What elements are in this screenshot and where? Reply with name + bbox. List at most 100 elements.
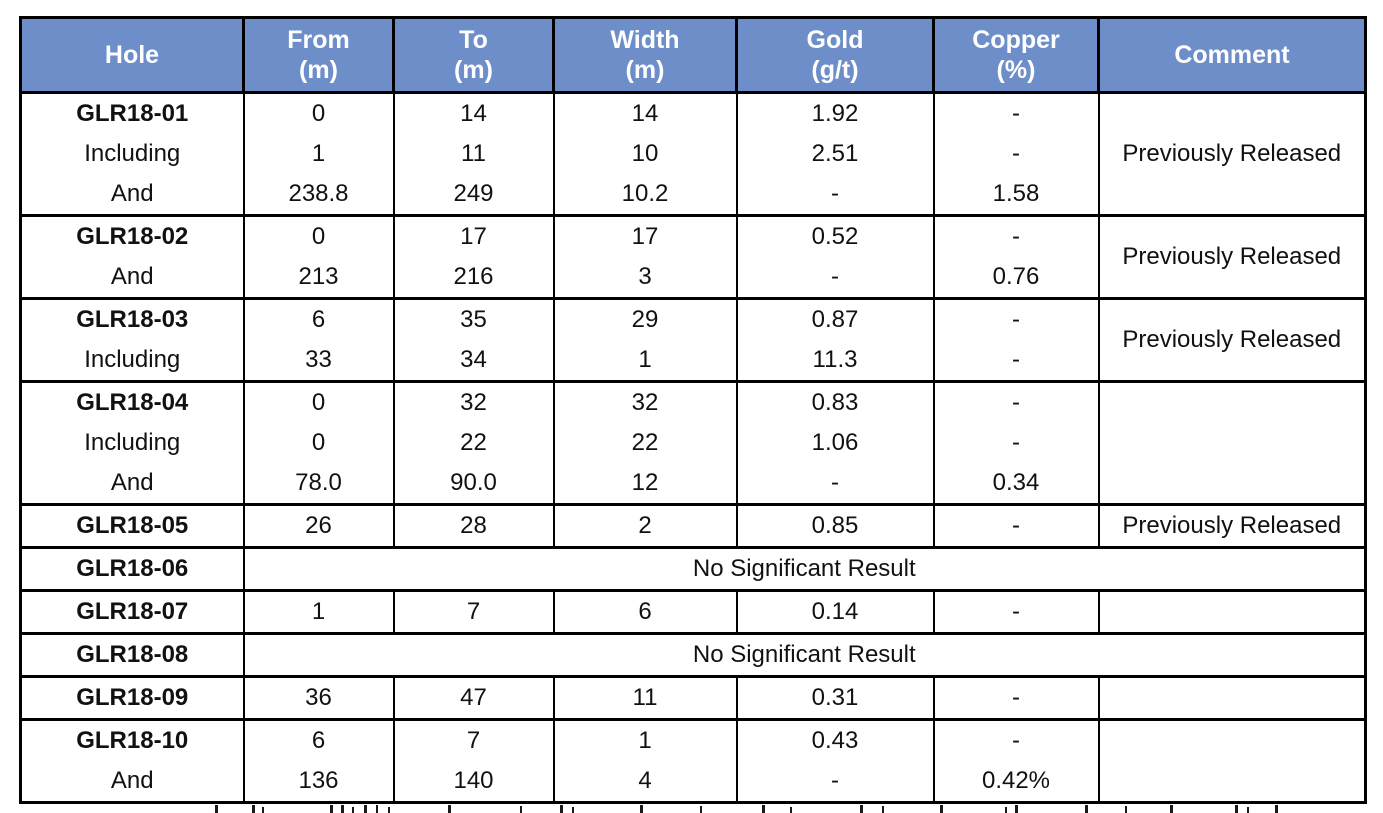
copper-cell: -: [932, 381, 1099, 423]
column-header-gold: Gold (g/t): [735, 17, 934, 93]
column-header-to: To (m): [392, 17, 554, 93]
table-row: Including 1 11 10 2.51-: [21, 134, 1366, 174]
to-cell: 17: [392, 215, 554, 257]
gold-cell: 1.92: [735, 92, 934, 134]
copper-cell: 1.58: [932, 174, 1099, 216]
from-cell: 238.8: [242, 174, 394, 216]
to-cell: 28: [392, 504, 554, 548]
hole-id-cell: GLR18-04: [76, 389, 189, 416]
hole-group: GLR18-03 6 35 29 0.87- Previously Released Inc…: [20, 298, 1366, 382]
table-row: Including 33 34 1 11.3-: [21, 340, 1366, 382]
from-cell: 26: [242, 504, 394, 548]
gold-cell: 1.06: [735, 423, 934, 463]
width-cell: 17: [552, 215, 737, 257]
no-significant-result-cell: No Significant Result: [242, 633, 1366, 677]
copper-cell: 0.76: [932, 257, 1099, 299]
table-row: GLR18-08 No Significant Result: [21, 633, 1366, 677]
width-cell: 22: [552, 423, 737, 463]
to-cell: 22: [392, 423, 554, 463]
from-cell: 1: [242, 134, 394, 174]
comment-cell: [1097, 381, 1366, 505]
to-cell: 11: [392, 134, 554, 174]
to-cell: 34: [392, 340, 554, 382]
table-row: And 136 140 4-0.42%: [21, 761, 1366, 803]
gold-cell: 0.87: [735, 298, 934, 340]
hole-qualifier-cell: Including: [84, 346, 181, 373]
to-cell: 35: [392, 298, 554, 340]
from-cell: 213: [242, 257, 394, 299]
gold-cell: 0.83: [735, 381, 934, 423]
copper-cell: -: [932, 504, 1099, 548]
comment-cell: Previously Released: [1097, 504, 1366, 548]
width-cell: 11: [552, 676, 737, 720]
copper-cell: 0.34: [932, 463, 1099, 505]
to-cell: 216: [392, 257, 554, 299]
hole-group: GLR18-01 0 14 14 1.92- Previously Released Inc…: [20, 92, 1366, 216]
gold-cell: 2.51: [735, 134, 934, 174]
hole-group: GLR18-06 No Significant Result: [20, 547, 1366, 591]
width-cell: 1: [552, 340, 737, 382]
column-header-from: From (m): [242, 17, 394, 93]
width-cell: 10.2: [552, 174, 737, 216]
from-cell: 0: [242, 381, 394, 423]
hole-group: GLR18-08 No Significant Result: [20, 633, 1366, 677]
from-cell: 6: [242, 298, 394, 340]
table-row: And 238.8 249 10.2-1.58: [21, 174, 1366, 216]
header-row: Hole From (m) To (m) Width (m) Gold (g/t) Cop…: [20, 17, 1366, 93]
from-cell: 136: [242, 761, 394, 803]
gold-cell: -: [735, 174, 934, 216]
hole-id-cell: GLR18-03: [76, 306, 189, 333]
hole-qualifier-cell: Including: [84, 429, 181, 456]
comment-cell: [1097, 719, 1366, 803]
width-cell: 4: [552, 761, 737, 803]
from-cell: 0: [242, 423, 394, 463]
column-header-copper: Copper (%): [932, 17, 1099, 93]
hole-group: GLR18-10 6 7 1 0.43- And 136 140 4-0.42%: [20, 719, 1366, 803]
to-cell: 90.0: [392, 463, 554, 505]
gold-cell: 0.31: [735, 676, 934, 720]
gold-cell: 0.85: [735, 504, 934, 548]
hole-qualifier-cell: And: [110, 263, 154, 290]
gold-cell: 11.3: [735, 340, 934, 382]
hole-qualifier-cell: And: [110, 180, 154, 207]
to-cell: 32: [392, 381, 554, 423]
to-cell: 140: [392, 761, 554, 803]
width-cell: 10: [552, 134, 737, 174]
gold-cell: 0.14: [735, 590, 934, 634]
hole-id-cell: GLR18-01: [76, 100, 189, 127]
hole-group: GLR18-09 36 47 11 0.31-: [20, 676, 1366, 720]
table-row: And 213 216 3-0.76: [21, 257, 1366, 299]
hole-id-cell: GLR18-05: [76, 512, 189, 539]
table-row: And 78.0 90.0 12-0.34: [21, 463, 1366, 505]
comment-cell: [1097, 590, 1366, 634]
gold-cell: -: [735, 257, 934, 299]
width-cell: 29: [552, 298, 737, 340]
comment-cell: Previously Released: [1097, 298, 1366, 382]
copper-cell: 0.42%: [932, 761, 1099, 803]
copper-cell: -: [932, 340, 1099, 382]
no-significant-result-cell: No Significant Result: [242, 547, 1366, 591]
from-cell: 36: [242, 676, 394, 720]
gold-cell: 0.43: [735, 719, 934, 761]
table-header-row: Hole From (m) To (m) Width (m) Gold (g/t) Cop…: [20, 17, 1366, 93]
hole-qualifier-cell: And: [110, 469, 154, 496]
table-row: GLR18-09 36 47 11 0.31-: [21, 676, 1366, 720]
copper-cell: -: [932, 590, 1099, 634]
from-cell: 0: [242, 92, 394, 134]
table-row: GLR18-03 6 35 29 0.87- Previously Released: [21, 298, 1366, 382]
comment-cell: Previously Released: [1097, 215, 1366, 299]
comment-cell: Previously Released: [1097, 92, 1366, 216]
width-cell: 1: [552, 719, 737, 761]
copper-cell: -: [932, 92, 1099, 134]
copper-cell: -: [932, 719, 1099, 761]
hole-id-cell: GLR18-09: [76, 684, 189, 711]
to-cell: 7: [392, 719, 554, 761]
from-cell: 6: [242, 719, 394, 761]
copper-cell: -: [932, 676, 1099, 720]
from-cell: 78.0: [242, 463, 394, 505]
to-cell: 14: [392, 92, 554, 134]
width-cell: 2: [552, 504, 737, 548]
hole-id-cell: GLR18-07: [76, 598, 189, 625]
hole-qualifier-cell: And: [110, 767, 154, 794]
